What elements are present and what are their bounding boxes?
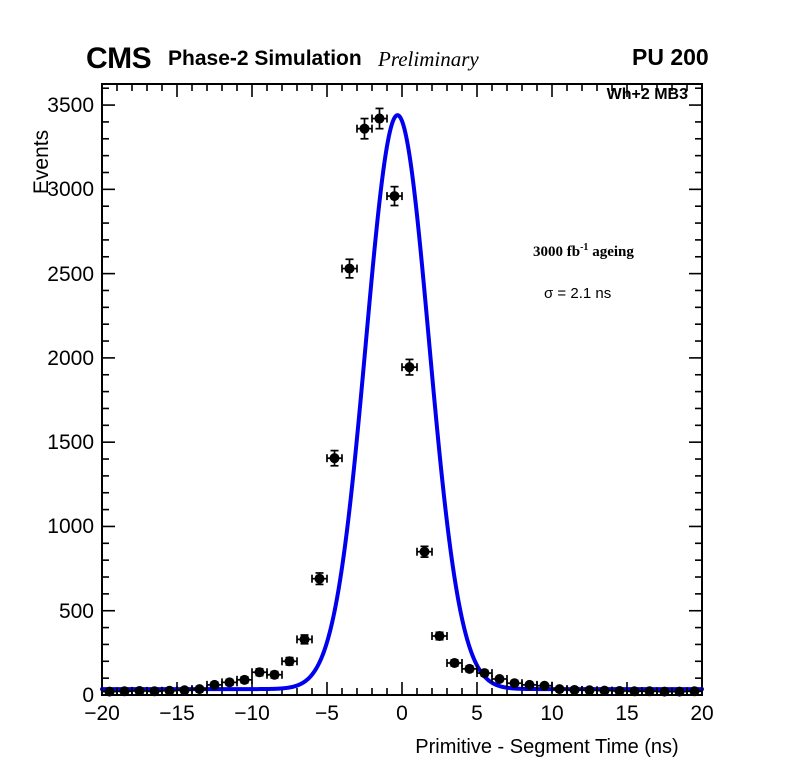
- sample-label: Wh+2 MB3: [606, 86, 688, 103]
- data-point: [686, 686, 703, 697]
- y-tick-label: 1000: [47, 515, 94, 539]
- y-tick-label: 3500: [47, 94, 94, 118]
- data-point: [386, 185, 403, 207]
- y-axis-title: Events: [30, 129, 53, 195]
- data-point: [401, 358, 418, 376]
- axis-ticks: [101, 84, 703, 696]
- x-tick-label: −15: [159, 702, 195, 725]
- data-point: [281, 656, 298, 667]
- data-point: [206, 679, 223, 690]
- ageing-value: 3000 fb: [533, 244, 581, 260]
- x-tick-label: 0: [396, 702, 408, 725]
- gaussian-fit-curve: [100, 113, 704, 692]
- data-point: [176, 685, 193, 696]
- y-tick-label: 1500: [47, 431, 94, 455]
- y-tick-label: 2000: [47, 346, 94, 370]
- data-point: [311, 572, 328, 586]
- data-point: [326, 449, 343, 467]
- data-point: [461, 663, 478, 674]
- axis-frame: [101, 83, 703, 696]
- y-tick-label: 3000: [47, 178, 94, 202]
- data-point: [671, 686, 688, 697]
- cms-status-preliminary: Preliminary: [378, 47, 479, 71]
- x-tick-label: 5: [471, 702, 483, 725]
- x-tick-label: 15: [615, 702, 639, 725]
- sigma-label: σ = 2.1 ns: [544, 285, 612, 302]
- x-tick-label: 10: [540, 702, 564, 725]
- data-point: [536, 680, 553, 691]
- pileup-label: PU 200: [632, 44, 709, 70]
- x-tick-label: −5: [315, 702, 339, 725]
- ageing-exponent: -1: [580, 242, 589, 253]
- data-point: [551, 684, 568, 695]
- data-point: [191, 684, 208, 695]
- x-tick-label: −10: [234, 702, 270, 725]
- data-point: [431, 631, 448, 642]
- data-point: [356, 117, 373, 140]
- data-point: [266, 669, 283, 680]
- data-point: [566, 684, 583, 695]
- data-point: [236, 674, 253, 685]
- cms-subtitle: Phase-2 Simulation: [168, 47, 362, 70]
- y-tick-label: 2500: [47, 262, 94, 286]
- x-axis-title: Primitive - Segment Time (ns): [415, 736, 679, 758]
- cms-logo: CMS: [86, 42, 152, 75]
- y-tick-label: 0: [82, 684, 94, 707]
- data-point: [341, 258, 358, 279]
- data-point: [251, 667, 268, 678]
- data-point: [581, 685, 598, 696]
- x-tick-label: 20: [690, 702, 714, 725]
- data-point: [626, 686, 643, 697]
- x-tick-label: −20: [84, 702, 120, 725]
- ageing-suffix: ageing: [588, 244, 634, 260]
- data-point: [446, 657, 463, 668]
- y-tick-label: 500: [58, 599, 94, 623]
- data-point: [416, 545, 433, 558]
- data-point: [296, 634, 313, 645]
- data-point: [221, 677, 238, 688]
- data-points: [101, 107, 703, 697]
- ageing-label: 3000 fb-1 ageing: [533, 242, 634, 261]
- data-point: [371, 107, 388, 130]
